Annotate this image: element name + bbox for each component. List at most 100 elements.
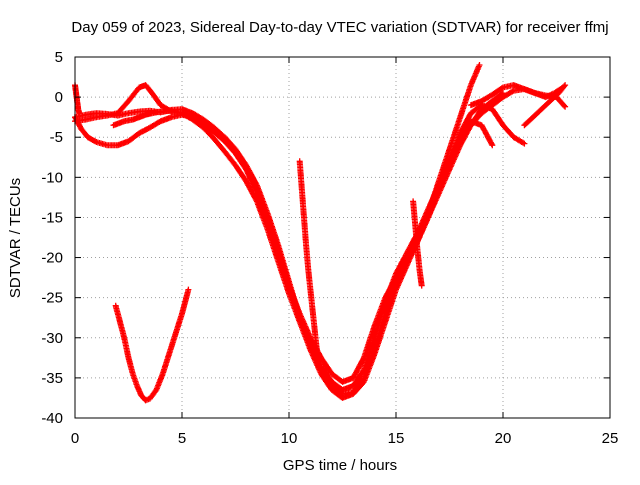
data-point xyxy=(153,372,166,393)
y-tick-label: -35 xyxy=(41,370,63,387)
x-axis-label: GPS time / hours xyxy=(283,457,397,474)
data-point xyxy=(125,85,142,105)
data-point xyxy=(166,332,179,357)
y-axis-label: SDTVAR / TECUs xyxy=(7,178,24,298)
data-point xyxy=(371,296,388,329)
data-point xyxy=(136,125,152,137)
data-point xyxy=(500,88,516,101)
y-tick-label: -5 xyxy=(50,129,63,146)
data-point xyxy=(76,110,83,117)
data-layer xyxy=(72,62,569,404)
data-point xyxy=(360,336,378,373)
y-tick-label: 5 xyxy=(55,49,63,66)
data-point xyxy=(393,264,410,293)
ticks: 0 5 10 15 20 25 5 0 -5 -10 -15 -20 -25 -30 -35 -40 xyxy=(41,49,618,447)
data-point xyxy=(232,162,249,184)
data-point xyxy=(467,111,484,129)
data-point xyxy=(296,310,313,340)
x-tick-label: 0 xyxy=(71,430,79,447)
data-point xyxy=(116,318,127,340)
data-point xyxy=(489,95,505,109)
data-point xyxy=(142,82,155,95)
data-point xyxy=(286,282,303,316)
y-tick-label: -25 xyxy=(41,290,63,307)
data-point xyxy=(159,352,172,377)
data-point xyxy=(200,124,216,141)
data-point xyxy=(318,370,334,392)
data-point xyxy=(521,140,528,147)
data-point xyxy=(221,134,238,152)
series-spike-i xyxy=(296,158,320,353)
data-point xyxy=(125,354,136,376)
data-point xyxy=(200,121,216,135)
series-arc-e xyxy=(112,286,192,404)
data-point xyxy=(112,302,123,324)
data-point xyxy=(78,126,90,140)
data-point xyxy=(530,107,544,121)
data-point xyxy=(318,362,334,384)
x-tick-label: 25 xyxy=(602,430,619,447)
data-point xyxy=(457,123,473,141)
data-point xyxy=(489,142,496,149)
data-point xyxy=(510,134,527,146)
data-point xyxy=(253,190,270,223)
data-point xyxy=(121,334,132,360)
data-point xyxy=(382,275,399,301)
data-point xyxy=(350,356,367,381)
data-point xyxy=(521,115,535,129)
data-point xyxy=(264,218,281,256)
data-point xyxy=(435,159,452,193)
y-tick-label: -30 xyxy=(41,330,63,347)
data-point xyxy=(185,286,192,293)
data-point xyxy=(478,122,495,147)
data-point xyxy=(313,346,320,353)
data-point xyxy=(478,103,495,117)
data-point xyxy=(446,115,463,153)
data-point xyxy=(172,312,185,337)
data-point xyxy=(200,116,216,130)
data-point xyxy=(457,83,474,121)
data-point xyxy=(562,82,569,89)
data-point xyxy=(489,91,505,105)
series-spike-j xyxy=(410,198,425,289)
data-point xyxy=(146,119,163,131)
data-point xyxy=(189,115,206,127)
data-point xyxy=(146,388,159,402)
data-point xyxy=(114,99,131,117)
data-point xyxy=(476,62,483,68)
data-point xyxy=(350,380,366,397)
data-point xyxy=(75,106,82,115)
data-point xyxy=(298,186,307,219)
data-point xyxy=(264,226,281,264)
data-point xyxy=(243,178,260,204)
data-point xyxy=(360,352,377,385)
data-point xyxy=(393,259,409,281)
data-point xyxy=(142,396,152,404)
data-point xyxy=(350,368,367,389)
y-tick-label: -15 xyxy=(41,209,63,226)
y-tick-label: 0 xyxy=(55,89,63,106)
data-point xyxy=(311,326,320,352)
data-point xyxy=(538,99,552,113)
chart-title: Day 059 of 2023, Sidereal Day-to-day VTE… xyxy=(71,19,608,36)
data-point xyxy=(457,111,474,137)
data-point xyxy=(562,103,569,110)
data-point xyxy=(467,63,482,89)
x-tick-label: 10 xyxy=(281,430,298,447)
series-arc-h xyxy=(521,82,569,129)
data-point xyxy=(309,306,318,332)
data-point xyxy=(232,150,249,172)
data-point xyxy=(221,138,238,156)
data-point xyxy=(301,214,309,247)
data-point xyxy=(275,258,292,296)
x-tick-label: 5 xyxy=(178,430,186,447)
data-point xyxy=(221,148,238,168)
y-tick-label: -40 xyxy=(41,410,63,427)
data-point xyxy=(307,346,324,376)
data-point xyxy=(489,85,505,98)
data-point xyxy=(418,282,425,289)
data-point xyxy=(211,124,227,140)
data-point xyxy=(189,110,206,122)
